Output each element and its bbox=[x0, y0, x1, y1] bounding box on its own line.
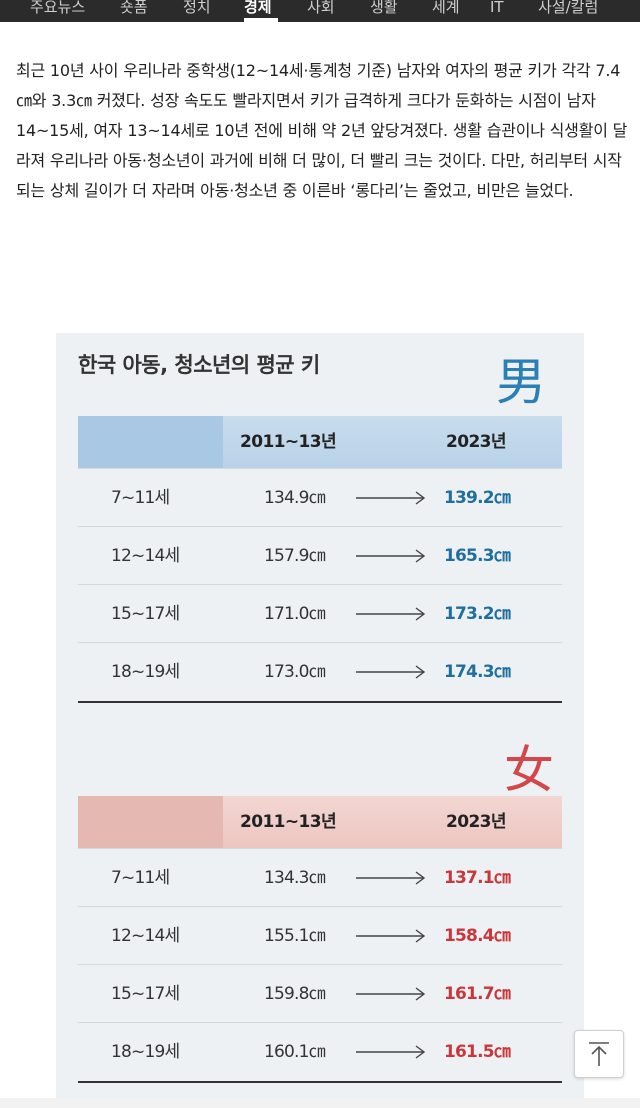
current-height: 174.3㎝ bbox=[444, 662, 511, 682]
current-height: 161.5㎝ bbox=[444, 1042, 511, 1062]
nav-item-shortform[interactable]: 숏폼 bbox=[120, 0, 148, 16]
current-height: 173.2㎝ bbox=[444, 604, 511, 624]
right-arrow-icon bbox=[356, 929, 426, 943]
base-height: 160.1㎝ bbox=[264, 1042, 326, 1062]
female-row-12-14: 12~14세 155.1㎝ 158.4㎝ bbox=[78, 906, 562, 965]
nav-item-politics[interactable]: 정치 bbox=[183, 0, 211, 16]
age-group: 7~11세 bbox=[111, 488, 170, 508]
nav-item-editorial[interactable]: 사설/칼럼 bbox=[538, 0, 599, 16]
header-current-year: 2023년 bbox=[446, 812, 507, 832]
header-age-column bbox=[78, 796, 223, 848]
bottom-bar bbox=[0, 1098, 640, 1108]
base-height: 134.3㎝ bbox=[264, 868, 326, 888]
base-height: 171.0㎝ bbox=[264, 604, 326, 624]
article-body: 최근 10년 사이 우리나라 중학생(12~14세·통계청 기준) 남자와 여자… bbox=[16, 56, 628, 206]
male-table-header: 2011~13년 2023년 bbox=[78, 416, 562, 468]
current-height: 139.2㎝ bbox=[444, 488, 511, 508]
male-row-7-11: 7~11세 134.9㎝ 139.2㎝ bbox=[78, 468, 562, 527]
nav-item-world[interactable]: 세계 bbox=[432, 0, 460, 16]
nav-item-society[interactable]: 사회 bbox=[307, 0, 335, 16]
age-group: 12~14세 bbox=[111, 926, 180, 946]
female-glyph: 女 bbox=[504, 741, 554, 799]
female-row-7-11: 7~11세 134.3㎝ 137.1㎝ bbox=[78, 848, 562, 907]
age-group: 15~17세 bbox=[111, 984, 180, 1004]
base-height: 155.1㎝ bbox=[264, 926, 326, 946]
female-row-15-17: 15~17세 159.8㎝ 161.7㎝ bbox=[78, 964, 562, 1023]
base-height: 134.9㎝ bbox=[264, 488, 326, 508]
female-table-header: 2011~13년 2023년 bbox=[78, 796, 562, 848]
right-arrow-icon bbox=[356, 549, 426, 563]
right-arrow-icon bbox=[356, 987, 426, 1001]
right-arrow-icon bbox=[356, 1045, 426, 1059]
scroll-to-top-button[interactable] bbox=[574, 1030, 624, 1078]
current-height: 137.1㎝ bbox=[444, 868, 511, 888]
nav-active-indicator bbox=[244, 18, 278, 22]
header-base-period: 2011~13년 bbox=[240, 812, 337, 832]
nav-item-economy[interactable]: 경제 bbox=[244, 0, 272, 16]
header-age-column bbox=[78, 416, 223, 468]
current-height: 161.7㎝ bbox=[444, 984, 511, 1004]
male-row-12-14: 12~14세 157.9㎝ 165.3㎝ bbox=[78, 526, 562, 585]
header-base-period: 2011~13년 bbox=[240, 432, 337, 452]
base-height: 157.9㎝ bbox=[264, 546, 326, 566]
nav-item-life[interactable]: 생활 bbox=[370, 0, 398, 16]
age-group: 15~17세 bbox=[111, 604, 180, 624]
current-height: 158.4㎝ bbox=[444, 926, 511, 946]
category-nav: 주요뉴스 숏폼 정치 경제 사회 생활 세계 IT 사설/칼럼 bbox=[0, 0, 640, 22]
male-glyph: 男 bbox=[496, 353, 546, 411]
infographic-title: 한국 아동, 청소년의 평균 키 bbox=[78, 353, 320, 377]
base-height: 173.0㎝ bbox=[264, 662, 326, 682]
age-group: 7~11세 bbox=[111, 868, 170, 888]
right-arrow-icon bbox=[356, 665, 426, 679]
male-row-18-19: 18~19세 173.0㎝ 174.3㎝ bbox=[78, 642, 562, 703]
base-height: 159.8㎝ bbox=[264, 984, 326, 1004]
current-height: 165.3㎝ bbox=[444, 546, 511, 566]
right-arrow-icon bbox=[356, 871, 426, 885]
right-arrow-icon bbox=[356, 491, 426, 505]
height-infographic: 한국 아동, 청소년의 평균 키 男 2011~13년 2023년 7~11세 … bbox=[56, 333, 584, 1098]
header-current-year: 2023년 bbox=[446, 432, 507, 452]
article-paragraph: 최근 10년 사이 우리나라 중학생(12~14세·통계청 기준) 남자와 여자… bbox=[16, 61, 628, 200]
age-group: 18~19세 bbox=[111, 662, 180, 682]
male-row-15-17: 15~17세 171.0㎝ 173.2㎝ bbox=[78, 584, 562, 643]
nav-item-it[interactable]: IT bbox=[490, 0, 504, 16]
female-row-18-19: 18~19세 160.1㎝ 161.5㎝ bbox=[78, 1022, 562, 1083]
age-group: 12~14세 bbox=[111, 546, 180, 566]
nav-item-main-news[interactable]: 주요뉴스 bbox=[30, 0, 86, 16]
right-arrow-icon bbox=[356, 607, 426, 621]
arrow-up-icon bbox=[589, 1042, 609, 1066]
age-group: 18~19세 bbox=[111, 1042, 180, 1062]
